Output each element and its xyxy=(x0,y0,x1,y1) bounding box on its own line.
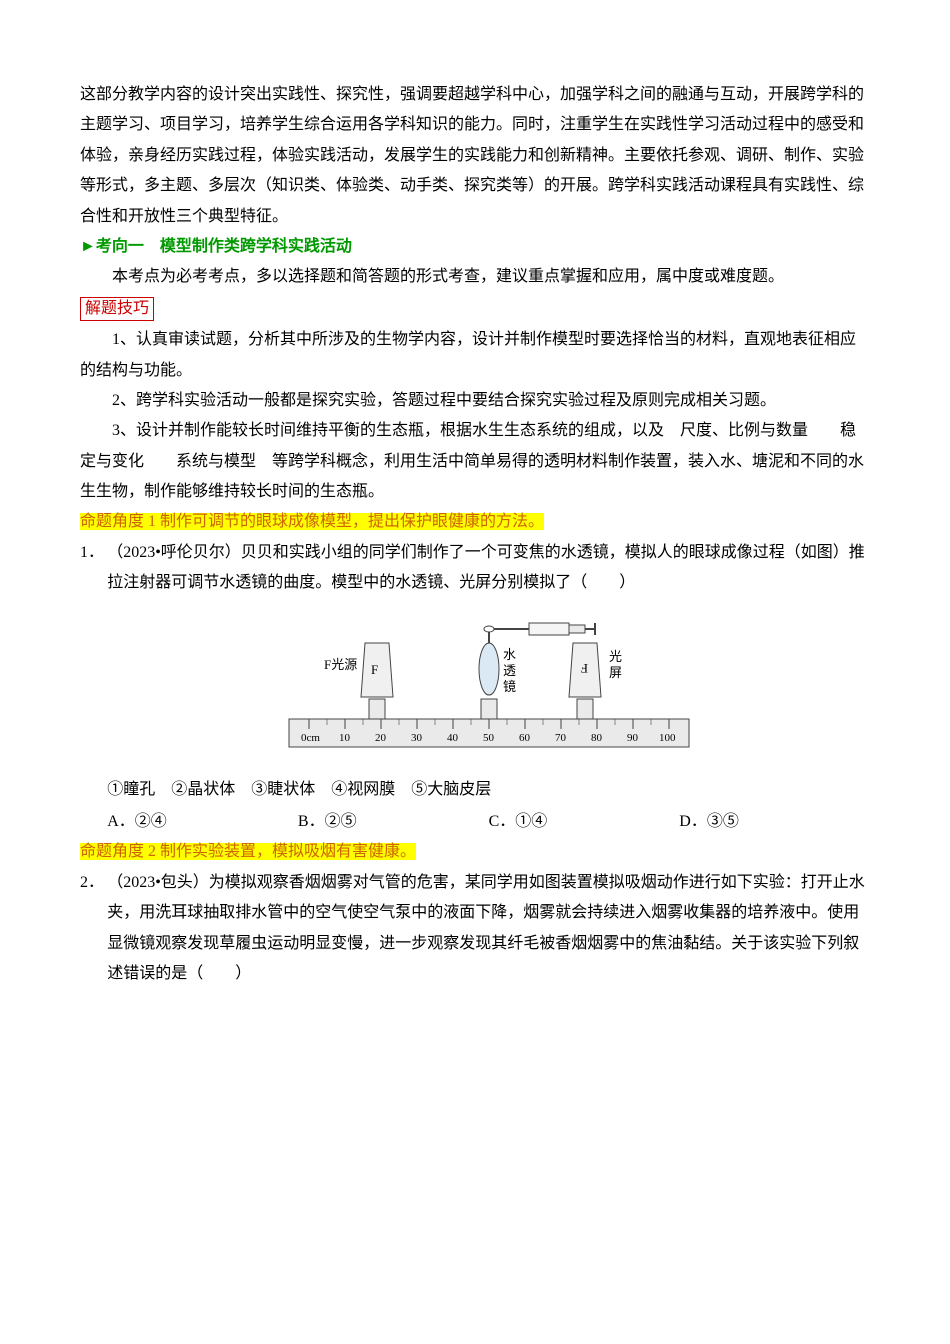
figure-lens-1: 水 xyxy=(503,647,516,662)
question-2: 2． （2023•包头）为模拟观察香烟烟雾对气管的危害，某同学用如图装置模拟吸烟… xyxy=(80,868,870,990)
tip-3: 3、设计并制作能较长时间维持平衡的生态瓶，根据水生生态系统的组成，以及 尺度、比… xyxy=(80,416,870,507)
q1-option-c[interactable]: C．①④ xyxy=(489,807,680,837)
question-1-stem: （2023•呼伦贝尔）贝贝和实践小组的同学们制作了一个可变焦的水透镜，模拟人的眼… xyxy=(107,538,870,599)
q1-option-a[interactable]: A．②④ xyxy=(107,807,298,837)
figure-f-glyph: F xyxy=(371,662,378,677)
ruler-tick-60: 60 xyxy=(519,732,531,744)
figure-fsource-label: F光源 xyxy=(324,657,357,672)
figure-lens-2: 透 xyxy=(503,663,516,678)
question-1-number: 1． xyxy=(80,538,107,838)
ruler-tick-10: 10 xyxy=(339,732,351,744)
ruler-tick-0: 0cm xyxy=(301,732,320,744)
tip-1: 1、认真审读试题，分析其中所涉及的生物学内容，设计并制作模型时要选择恰当的材料，… xyxy=(80,325,870,386)
question-2-number: 2． xyxy=(80,868,107,990)
section-heading-1: ►考向一 模型制作类跨学科实践活动 xyxy=(80,232,870,262)
angle-2-heading: 命题角度 2 制作实验装置，模拟吸烟有害健康。 xyxy=(80,843,416,860)
question-1-legend: ①瞳孔 ②晶状体 ③睫状体 ④视网膜 ⑤大脑皮层 xyxy=(107,775,870,805)
figure-screen-2: 屏 xyxy=(609,665,622,680)
question-1-figure: 0cm 10 20 30 40 50 60 70 80 90 100 F F光源 xyxy=(107,609,870,769)
intro-paragraph: 这部分教学内容的设计突出实践性、探究性，强调要超越学科中心，加强学科之间的融通与… xyxy=(80,80,870,232)
tip-2: 2、跨学科实验活动一般都是探究实验，答题过程中要结合探究实验过程及原则完成相关习… xyxy=(80,386,870,416)
ruler-tick-20: 20 xyxy=(375,732,387,744)
question-1-options: A．②④ B．②⑤ C．①④ D．③⑤ xyxy=(107,807,870,837)
ruler-tick-40: 40 xyxy=(447,732,459,744)
ruler-tick-70: 70 xyxy=(555,732,567,744)
q1-option-d[interactable]: D．③⑤ xyxy=(679,807,870,837)
ruler-tick-50: 50 xyxy=(483,732,495,744)
question-2-stem: （2023•包头）为模拟观察香烟烟雾对气管的危害，某同学用如图装置模拟吸烟动作进… xyxy=(107,868,870,990)
figure-screen-1: 光 xyxy=(609,649,622,664)
tips-heading: 解题技巧 xyxy=(80,297,154,321)
ruler-tick-100: 100 xyxy=(659,732,676,744)
ruler-tick-90: 90 xyxy=(627,732,639,744)
q1-option-b[interactable]: B．②⑤ xyxy=(298,807,489,837)
ruler-tick-30: 30 xyxy=(411,732,423,744)
question-1: 1． （2023•呼伦贝尔）贝贝和实践小组的同学们制作了一个可变焦的水透镜，模拟… xyxy=(80,538,870,838)
ruler-tick-80: 80 xyxy=(591,732,603,744)
section1-para: 本考点为必考考点，多以选择题和简答题的形式考查，建议重点掌握和应用，属中度或难度… xyxy=(80,262,870,292)
angle-1-heading: 命题角度 1 制作可调节的眼球成像模型，提出保护眼健康的方法。 xyxy=(80,513,544,530)
figure-lens-3: 镜 xyxy=(503,679,516,694)
figure-screen-f: F xyxy=(580,661,587,676)
